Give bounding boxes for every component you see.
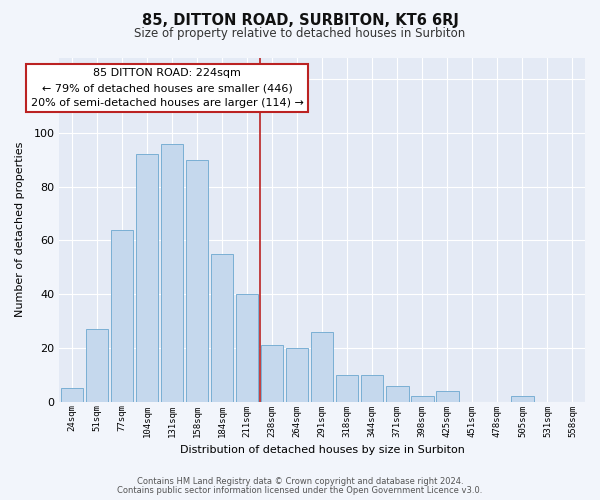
Text: Contains HM Land Registry data © Crown copyright and database right 2024.: Contains HM Land Registry data © Crown c…: [137, 477, 463, 486]
Bar: [436, 391, 458, 402]
Bar: [511, 396, 533, 402]
Bar: [211, 254, 233, 402]
Bar: [411, 396, 434, 402]
Bar: [161, 144, 183, 402]
Bar: [110, 230, 133, 402]
Text: Size of property relative to detached houses in Surbiton: Size of property relative to detached ho…: [134, 28, 466, 40]
Text: 85, DITTON ROAD, SURBITON, KT6 6RJ: 85, DITTON ROAD, SURBITON, KT6 6RJ: [142, 12, 458, 28]
Bar: [261, 345, 283, 402]
Text: 85 DITTON ROAD: 224sqm
← 79% of detached houses are smaller (446)
20% of semi-de: 85 DITTON ROAD: 224sqm ← 79% of detached…: [31, 68, 304, 108]
Bar: [336, 375, 358, 402]
Bar: [61, 388, 83, 402]
Bar: [186, 160, 208, 402]
X-axis label: Distribution of detached houses by size in Surbiton: Distribution of detached houses by size …: [180, 445, 464, 455]
Bar: [386, 386, 409, 402]
Bar: [236, 294, 259, 402]
Bar: [311, 332, 334, 402]
Bar: [361, 375, 383, 402]
Y-axis label: Number of detached properties: Number of detached properties: [15, 142, 25, 318]
Bar: [86, 329, 108, 402]
Bar: [136, 154, 158, 402]
Bar: [286, 348, 308, 402]
Text: Contains public sector information licensed under the Open Government Licence v3: Contains public sector information licen…: [118, 486, 482, 495]
